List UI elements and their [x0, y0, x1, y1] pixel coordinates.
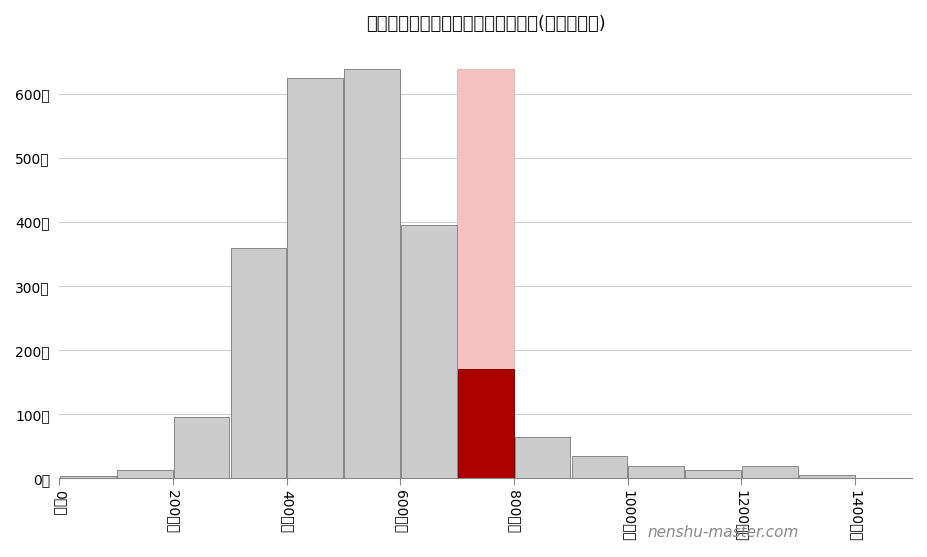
- Bar: [401, 226, 457, 478]
- Bar: [685, 470, 741, 478]
- Bar: [572, 456, 628, 478]
- Bar: [458, 369, 514, 478]
- Title: 国際紙パルプ商事の年収ポジション(関東地方内): 国際紙パルプ商事の年収ポジション(関東地方内): [366, 15, 605, 33]
- Bar: [514, 437, 570, 478]
- Bar: [344, 69, 400, 478]
- Bar: [231, 248, 286, 478]
- Bar: [629, 466, 684, 478]
- Bar: [287, 78, 343, 478]
- Bar: [173, 418, 229, 478]
- Bar: [799, 475, 855, 478]
- Bar: [60, 476, 116, 478]
- Bar: [117, 470, 172, 478]
- Text: nenshu-master.com: nenshu-master.com: [647, 525, 799, 540]
- Bar: [742, 466, 798, 478]
- Bar: [457, 69, 514, 478]
